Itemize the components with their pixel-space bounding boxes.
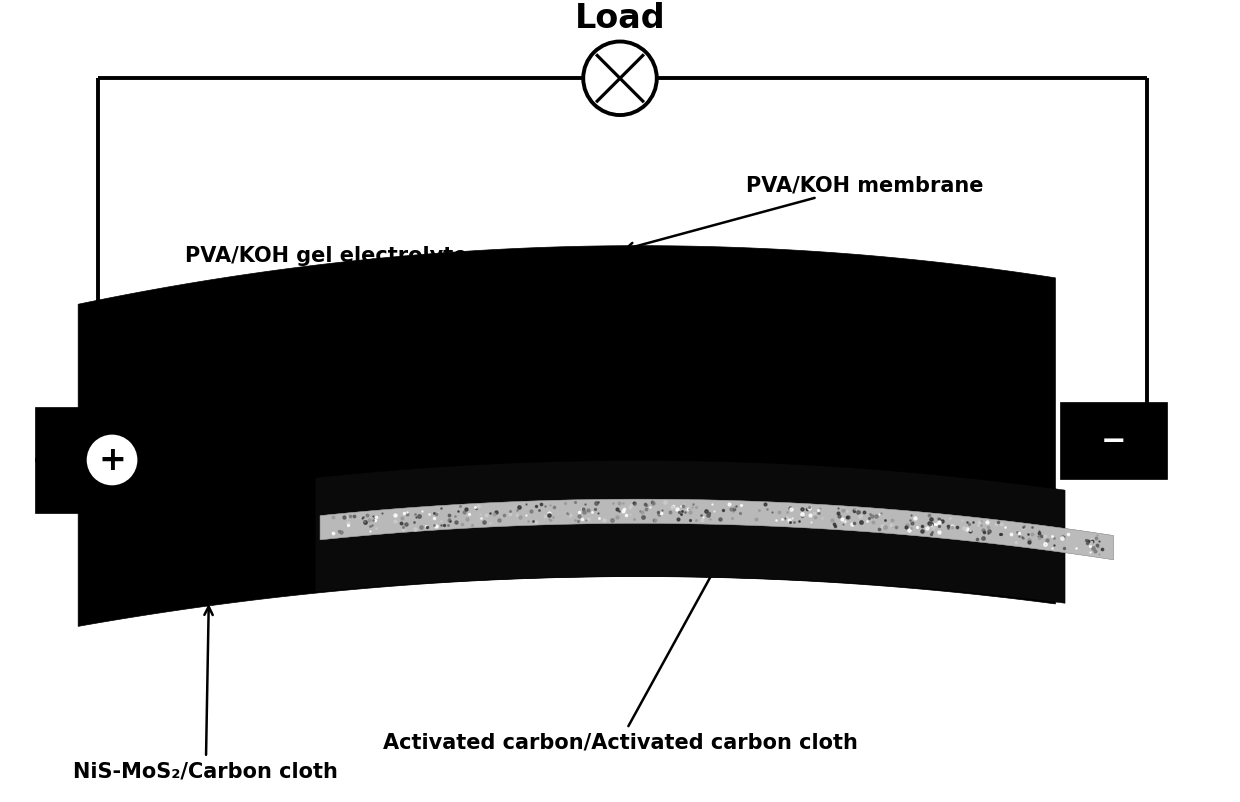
Text: −: − — [1101, 427, 1126, 456]
Polygon shape — [35, 407, 93, 513]
Polygon shape — [78, 246, 1055, 626]
Text: NiS-MoS₂/Carbon cloth: NiS-MoS₂/Carbon cloth — [73, 607, 339, 780]
Polygon shape — [1060, 403, 1167, 480]
FancyBboxPatch shape — [1090, 424, 1137, 457]
Polygon shape — [315, 461, 1065, 604]
Circle shape — [86, 433, 139, 488]
Text: Load: Load — [574, 2, 666, 34]
Polygon shape — [320, 500, 1114, 560]
Text: PVA/KOH gel electrolyte: PVA/KOH gel electrolyte — [185, 245, 467, 265]
Text: PVA/KOH membrane: PVA/KOH membrane — [625, 175, 983, 252]
Text: +: + — [98, 444, 126, 477]
Text: Activated carbon/Activated carbon cloth: Activated carbon/Activated carbon cloth — [383, 518, 857, 751]
